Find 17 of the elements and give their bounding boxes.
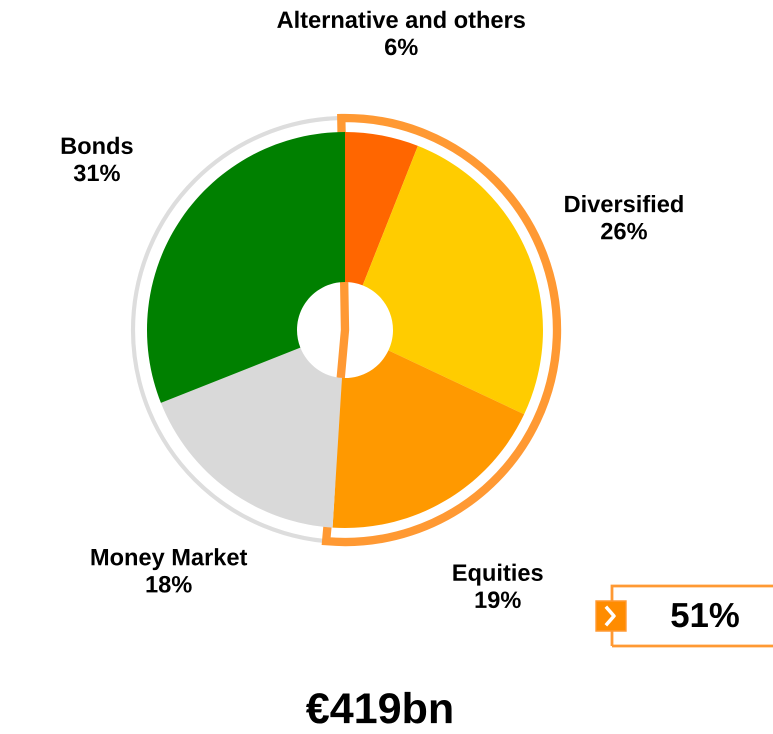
- text: €419bn: [306, 692, 452, 724]
- slice-label: Alternative and others: [277, 10, 525, 28]
- slice-label: Diversified: [565, 194, 683, 212]
- data-label: 31%: [74, 164, 120, 182]
- slice-label: Money Market: [92, 548, 248, 570]
- text: 51%: [671, 602, 739, 628]
- donut-slice: [332, 350, 524, 528]
- donut-slice: [147, 132, 345, 403]
- slice-label: Bonds: [62, 136, 133, 154]
- data-label: 18%: [146, 576, 192, 593]
- data-label: 19%: [476, 591, 521, 608]
- data-label: 6%: [385, 38, 418, 56]
- data-label: 26%: [601, 222, 647, 240]
- donut-slice: [345, 132, 418, 286]
- slice-label: Equities: [453, 564, 543, 586]
- donut-slice: [362, 146, 543, 414]
- donut-slice: [160, 348, 342, 528]
